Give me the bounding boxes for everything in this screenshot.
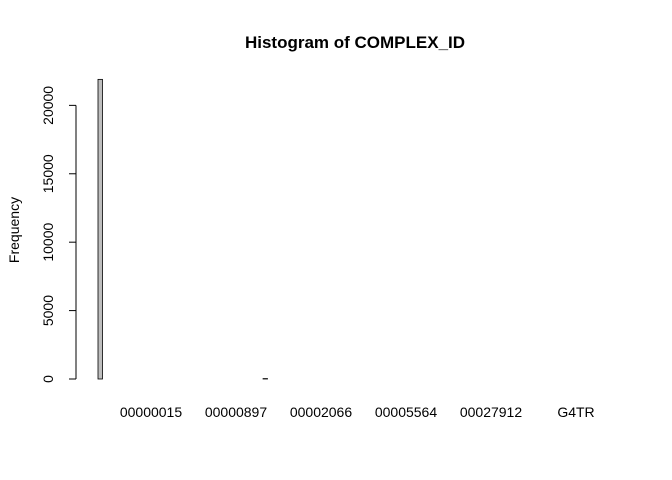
x-axis: 00000015 00000897 00002066 00005564 00027912… (120, 404, 595, 420)
x-tick-label: 00000015 (120, 404, 183, 420)
x-tick-label: G4TR (557, 404, 594, 420)
bars-group (97, 78, 268, 380)
x-tick-label: 00002066 (290, 404, 353, 420)
x-tick-label: 00027912 (460, 404, 523, 420)
histogram-bar (97, 78, 103, 380)
y-tick-label: 10000 (40, 223, 56, 262)
y-tick-label: 0 (40, 375, 56, 383)
x-tick-label: 00000897 (205, 404, 268, 420)
y-axis-label: Frequency (6, 197, 22, 263)
x-tick-label: 00005564 (375, 404, 438, 420)
y-tick-label: 20000 (40, 86, 56, 125)
y-tick-label: 5000 (40, 295, 56, 326)
y-axis: 0 5000 10000 15000 20000 (40, 86, 77, 383)
y-tick-label: 15000 (40, 154, 56, 193)
chart-title: Histogram of COMPLEX_ID (245, 33, 465, 52)
